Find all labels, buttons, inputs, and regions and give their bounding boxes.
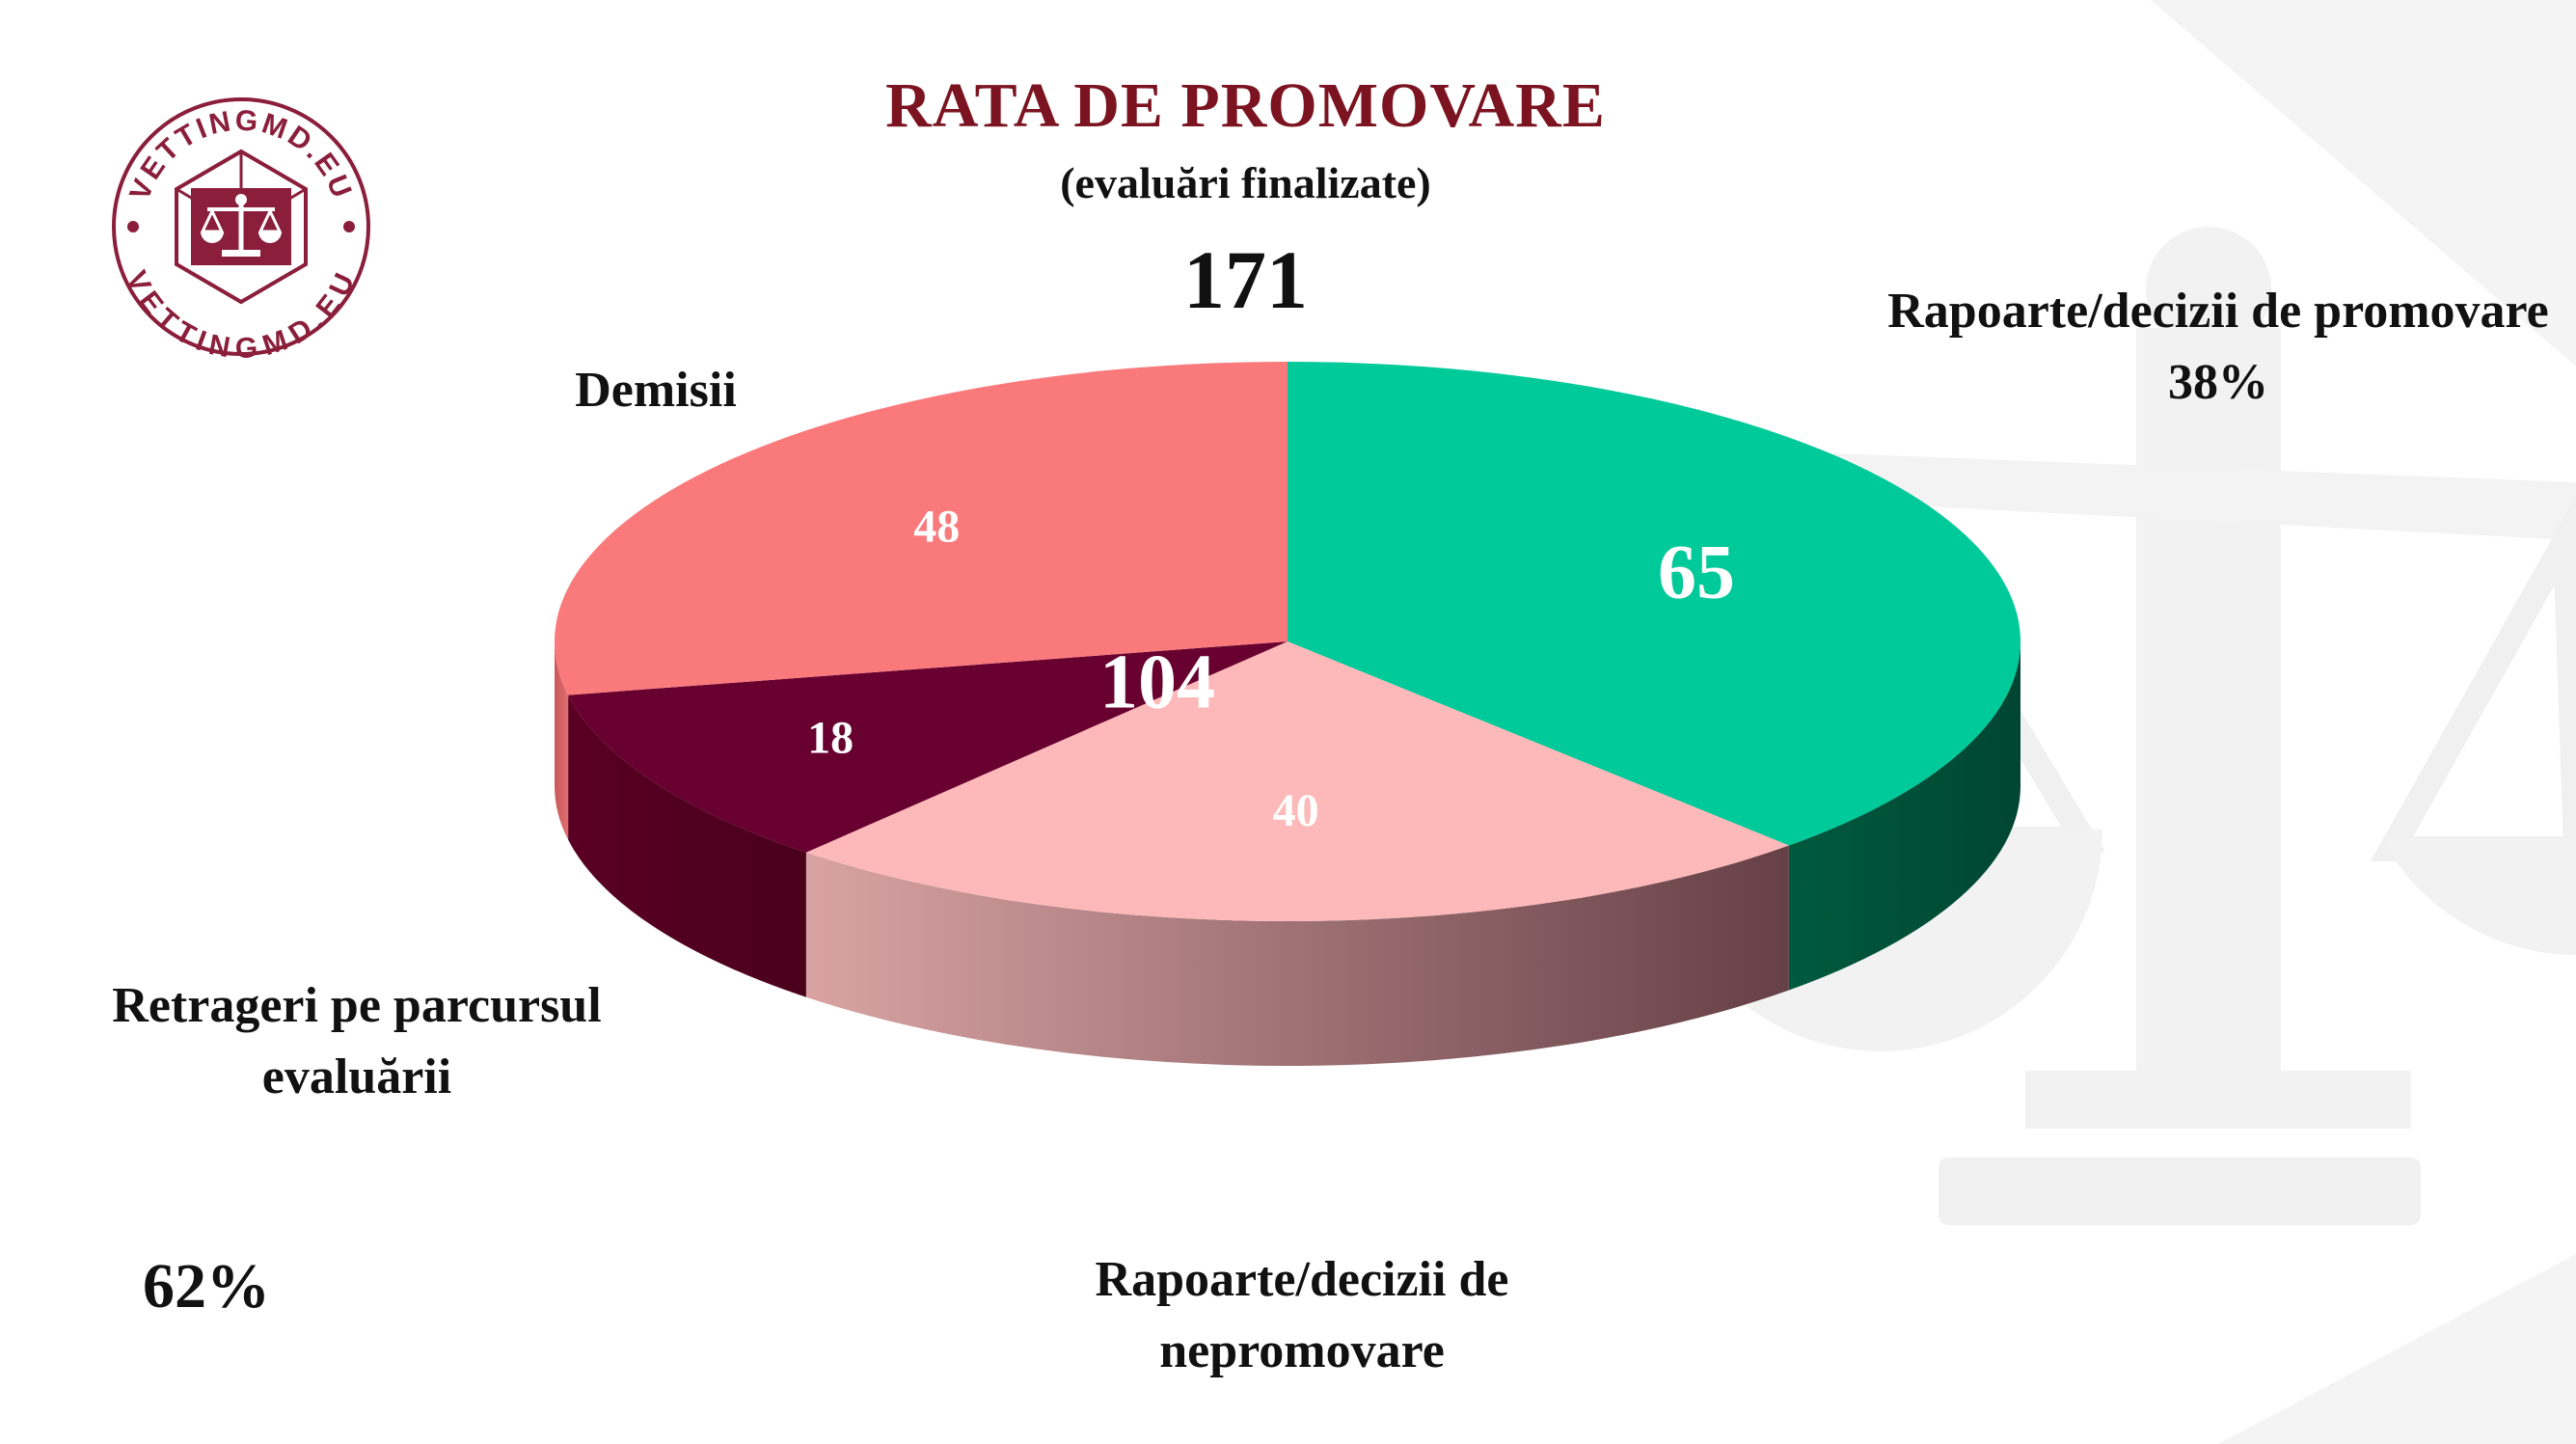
negative-percentage: 62% [143, 1251, 270, 1321]
watermark-shape [2218, 1254, 2576, 1444]
watermark-shape [1939, 1158, 2421, 1225]
negative-total-label: 104 [1099, 640, 1215, 725]
label-promovare-text: Rapoarte/decizii de promovare [1887, 284, 2549, 339]
pie-side-promovare [1788, 641, 2020, 991]
pie-slice-demisii [555, 362, 1288, 695]
pie-side-nepromovare [805, 845, 1789, 1066]
label-promovare-pct: 38% [2168, 355, 2268, 410]
watermark-shape [2136, 328, 2281, 1100]
label-nepromovare-line2: nepromovare [1159, 1323, 1445, 1378]
pie-side-retrageri [568, 695, 806, 997]
label-retrageri: Retrageri pe parcursul evaluării [29, 970, 685, 1113]
pie-slice-nepromovare [805, 641, 1789, 922]
pie-side-demisii [555, 641, 569, 840]
label-promovare: Rapoarte/decizii de promovare 38% [1688, 276, 2576, 419]
slice-value-retrageri: 18 [807, 712, 854, 763]
slice-value-promovare: 65 [1658, 530, 1735, 614]
total-count: 171 [1183, 233, 1308, 326]
watermark-shape [2025, 1071, 2411, 1129]
slice-value-demisii: 48 [913, 502, 960, 553]
watermark-shape [2382, 839, 2576, 955]
watermark-shape [2146, 227, 2271, 352]
slice-value-nepromovare: 40 [1273, 785, 1319, 836]
chart-subtitle: (evaluări finalizate) [1060, 158, 1431, 207]
chart-title: RATA DE PROMOVARE [885, 70, 1606, 141]
pie-slice-promovare [1288, 362, 2020, 846]
vettingmd-logo: VETTINGMD.EU VETTINGMD.EU [112, 97, 370, 362]
label-nepromovare-line1: Rapoarte/decizii de [1095, 1252, 1509, 1307]
label-nepromovare: Rapoarte/decizii de nepromovare [964, 1244, 1640, 1387]
label-retrageri-line1: Retrageri pe parcursul [112, 978, 602, 1033]
label-demisii: Demisii [575, 363, 737, 418]
label-retrageri-line2: evaluării [261, 1049, 452, 1104]
pie-slice-retrageri [568, 641, 1288, 853]
watermark-shape [1832, 453, 2576, 540]
watermark-shape [2151, 0, 2576, 367]
